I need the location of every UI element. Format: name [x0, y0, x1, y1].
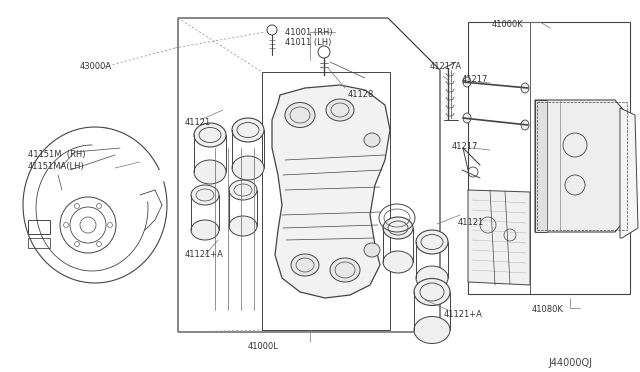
Bar — [468, 22, 630, 294]
Ellipse shape — [330, 258, 360, 282]
Bar — [28, 220, 50, 234]
Text: 41000L: 41000L — [248, 342, 279, 351]
Ellipse shape — [291, 254, 319, 276]
Text: 41217: 41217 — [452, 142, 478, 151]
Text: 41080K: 41080K — [532, 305, 564, 314]
Ellipse shape — [285, 103, 315, 128]
Ellipse shape — [521, 120, 529, 130]
Text: 41121+A: 41121+A — [444, 310, 483, 319]
Text: J44000QJ: J44000QJ — [548, 358, 592, 368]
Polygon shape — [620, 108, 638, 238]
Ellipse shape — [463, 77, 471, 87]
Ellipse shape — [191, 220, 219, 240]
Polygon shape — [468, 190, 530, 285]
Ellipse shape — [383, 251, 413, 273]
Ellipse shape — [191, 185, 219, 205]
Ellipse shape — [229, 216, 257, 236]
Ellipse shape — [383, 217, 413, 239]
Ellipse shape — [416, 266, 448, 290]
Text: 43000A: 43000A — [80, 62, 112, 71]
Polygon shape — [272, 85, 390, 298]
Text: 41001 (RH): 41001 (RH) — [285, 28, 333, 37]
Text: 41128: 41128 — [348, 90, 374, 99]
Text: 41121: 41121 — [185, 118, 211, 127]
Text: 41151MA(LH): 41151MA(LH) — [28, 162, 84, 171]
Ellipse shape — [414, 279, 450, 305]
Ellipse shape — [364, 133, 380, 147]
Ellipse shape — [326, 99, 354, 121]
Ellipse shape — [463, 113, 471, 123]
Ellipse shape — [521, 83, 529, 93]
Text: 41011 (LH): 41011 (LH) — [285, 38, 332, 47]
Ellipse shape — [194, 123, 226, 147]
Ellipse shape — [364, 243, 380, 257]
Ellipse shape — [229, 180, 257, 200]
Bar — [535, 100, 547, 232]
Polygon shape — [535, 100, 625, 232]
Bar — [28, 238, 50, 248]
Ellipse shape — [414, 317, 450, 343]
Text: 41217: 41217 — [462, 75, 488, 84]
Ellipse shape — [194, 160, 226, 184]
Ellipse shape — [416, 230, 448, 254]
Text: 41217A: 41217A — [430, 62, 462, 71]
Text: 41121+A: 41121+A — [185, 250, 224, 259]
Text: 41000K: 41000K — [492, 20, 524, 29]
Bar — [537, 102, 627, 230]
Bar — [262, 72, 390, 330]
Text: 41151M  (RH): 41151M (RH) — [28, 150, 86, 159]
Ellipse shape — [232, 156, 264, 180]
Ellipse shape — [232, 118, 264, 142]
Text: 41121: 41121 — [458, 218, 484, 227]
